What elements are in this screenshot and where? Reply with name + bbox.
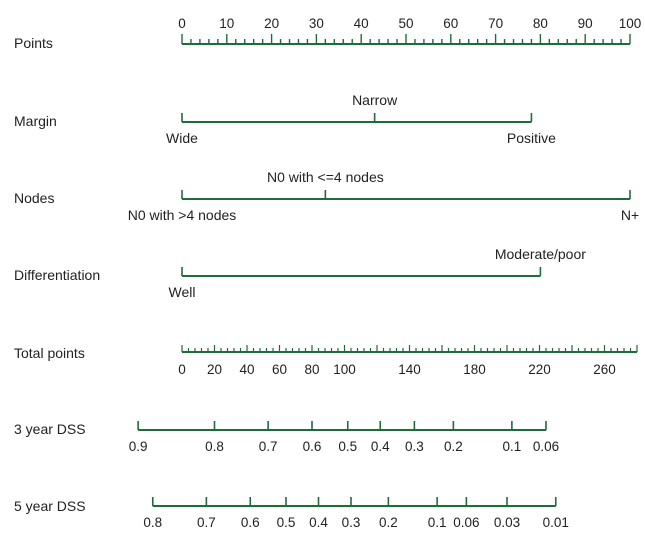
dss-3-year-tick-label: 0.1 xyxy=(502,439,521,454)
dss-5-year-tick-label: 0.3 xyxy=(342,515,361,530)
total-points-tick-label: 0 xyxy=(178,362,186,377)
total-points-row-label: Total points xyxy=(14,345,85,361)
total-points-tick-label: 20 xyxy=(207,362,222,377)
dss-5-year-tick-label: 0.4 xyxy=(309,515,328,530)
nodes-level-label: N+ xyxy=(621,207,639,223)
points-tick-label: 50 xyxy=(398,16,413,31)
total-points-tick-label: 140 xyxy=(398,362,421,377)
points-tick-label: 10 xyxy=(219,16,234,31)
points-tick-label: 30 xyxy=(309,16,324,31)
total-points-tick-label: 80 xyxy=(304,362,319,377)
total-points-tick-label: 100 xyxy=(333,362,356,377)
differentiation-row-label: Differentiation xyxy=(14,267,100,283)
dss-3-year-row-label: 3 year DSS xyxy=(14,421,86,437)
total-points-tick-label: 180 xyxy=(463,362,486,377)
points-tick-label: 70 xyxy=(488,16,503,31)
dss-3-year-tick-label: 0.3 xyxy=(405,439,424,454)
points-row-label: Points xyxy=(14,35,53,51)
nodes-level-label: N0 with <=4 nodes xyxy=(267,169,384,185)
margin-level-label: Wide xyxy=(166,130,198,146)
dss-3-year-tick-label: 0.7 xyxy=(259,439,278,454)
dss-3-year-tick-label: 0.2 xyxy=(444,439,463,454)
differentiation-level-label: Moderate/poor xyxy=(495,246,586,262)
dss-3-year-tick-label: 0.9 xyxy=(129,439,148,454)
total-points-tick-label: 220 xyxy=(528,362,551,377)
margin-level-label: Narrow xyxy=(352,92,398,108)
nodes-level-label: N0 with >4 nodes xyxy=(128,207,237,223)
dss-5-year-tick-label: 0.06 xyxy=(453,515,479,530)
total-points-tick-label: 260 xyxy=(593,362,616,377)
dss-5-year-tick-label: 0.7 xyxy=(197,515,216,530)
margin-row-label: Margin xyxy=(14,113,57,129)
dss-3-year-tick-label: 0.06 xyxy=(533,439,559,454)
dss-5-year-tick-label: 0.8 xyxy=(143,515,162,530)
total-points-tick-label: 40 xyxy=(239,362,254,377)
differentiation-level-label: Well xyxy=(169,284,196,300)
points-tick-label: 20 xyxy=(264,16,279,31)
dss-3-year-tick-label: 0.8 xyxy=(205,439,224,454)
dss-5-year-tick-label: 0.1 xyxy=(428,515,447,530)
points-tick-label: 60 xyxy=(443,16,458,31)
chart-marks: 0 10 20 30 40 50 60 70 80 90 100 Wide Narrow Positive… xyxy=(128,16,642,530)
points-tick-label: 0 xyxy=(178,16,186,31)
nodes-row-label: Nodes xyxy=(14,190,54,206)
dss-5-year-tick-label: 0.5 xyxy=(277,515,296,530)
dss-5-year-tick-label: 0.03 xyxy=(494,515,520,530)
dss-3-year-tick-label: 0.4 xyxy=(371,439,390,454)
points-tick-label: 100 xyxy=(619,16,642,31)
dss-3-year-tick-label: 0.5 xyxy=(338,439,357,454)
dss-5-year-tick-label: 0.01 xyxy=(543,515,569,530)
total-points-tick-label: 60 xyxy=(272,362,287,377)
points-tick-label: 40 xyxy=(354,16,369,31)
dss-5-year-row-label: 5 year DSS xyxy=(14,498,86,514)
dss-5-year-tick-label: 0.2 xyxy=(379,515,398,530)
margin-level-label: Positive xyxy=(507,130,556,146)
points-tick-label: 80 xyxy=(533,16,548,31)
dss-5-year-tick-label: 0.6 xyxy=(241,515,260,530)
points-tick-label: 90 xyxy=(578,16,593,31)
dss-3-year-tick-label: 0.6 xyxy=(303,439,322,454)
